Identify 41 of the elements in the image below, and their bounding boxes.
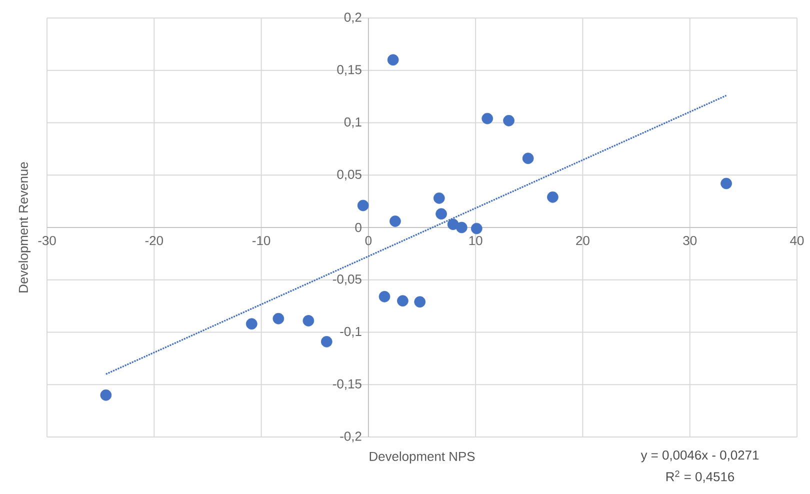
y-tick-label: 0,1 [344, 117, 362, 128]
y-tick-label: 0,15 [337, 65, 362, 76]
point [390, 216, 401, 227]
y-tick-label: 0 [355, 222, 362, 232]
point [100, 389, 112, 401]
y-tick-label: -0,1 [340, 326, 362, 338]
x-tick-label: 40 [790, 236, 804, 246]
point [482, 112, 494, 124]
point [357, 200, 369, 212]
point [470, 222, 482, 234]
point [320, 336, 332, 348]
x-tick-label: 0 [365, 236, 372, 246]
point [720, 178, 732, 190]
text: R$^{2}$ = 0,4516 [666, 470, 734, 483]
point [503, 114, 514, 126]
x-tick-label: -20 [145, 236, 163, 246]
x-tick-label: 20 [576, 236, 590, 246]
point [436, 208, 447, 220]
x-tick-label: 10 [469, 236, 482, 246]
y-axis-title: Development Revenue [18, 162, 31, 292]
point [547, 191, 558, 203]
y-tick-label: -0,2 [340, 432, 362, 442]
point [378, 290, 390, 302]
point [397, 295, 408, 306]
point [272, 312, 284, 324]
point [522, 152, 534, 164]
x-tick-label: -30 [38, 236, 56, 246]
point [246, 318, 258, 330]
point [433, 192, 445, 204]
y-tick-label: 0,05 [337, 170, 362, 180]
x-tick-label: -10 [252, 236, 270, 246]
y-tick-label: -0,05 [332, 274, 362, 286]
x-tick-label: 30 [683, 236, 697, 246]
point [302, 315, 314, 326]
y-tick-label: -0,15 [332, 379, 362, 390]
point [414, 296, 426, 308]
y-tick-label: 0,2 [344, 12, 362, 24]
text: y = 0,0046x - 0,0271 [640, 450, 759, 462]
point [387, 54, 399, 66]
x-axis-title: Development NPS [370, 451, 475, 464]
point [456, 222, 468, 234]
